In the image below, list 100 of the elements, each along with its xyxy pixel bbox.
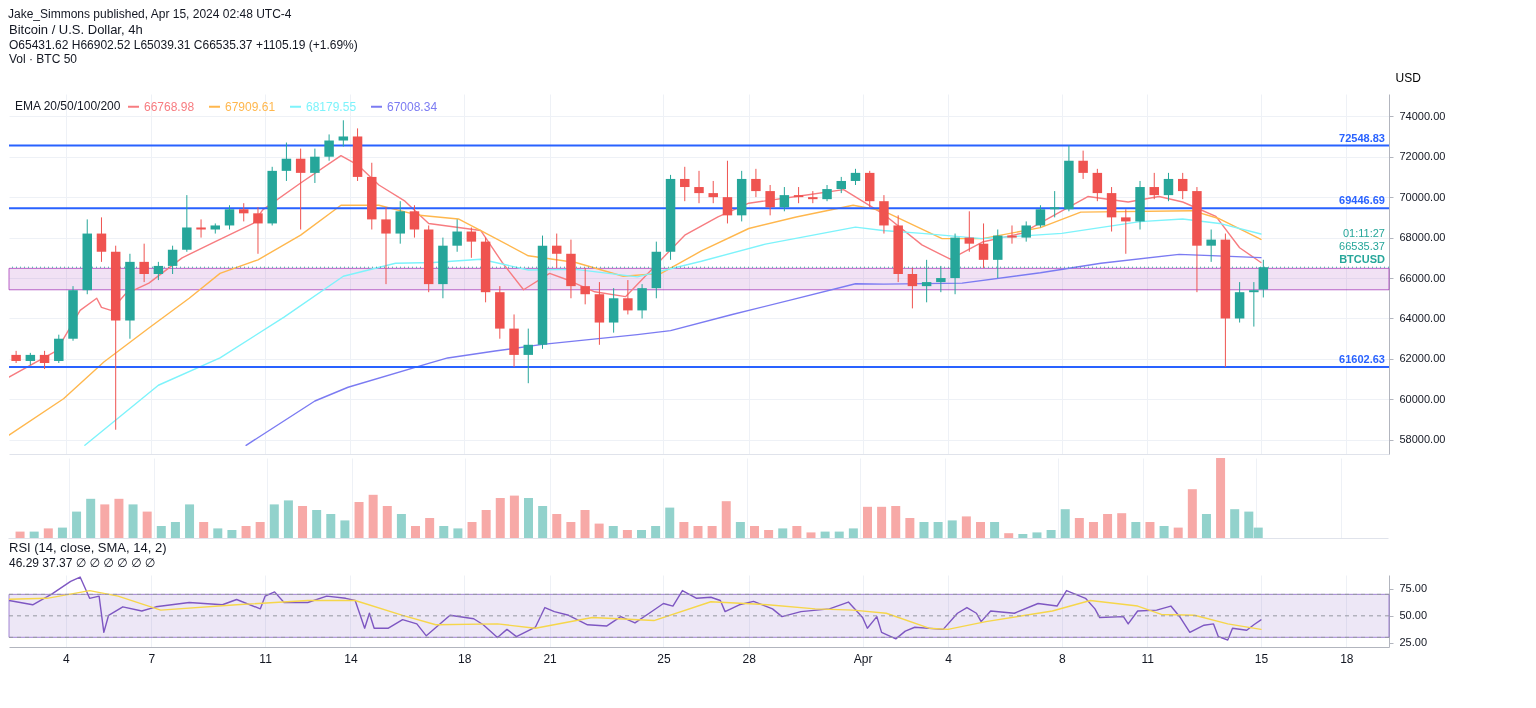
bar xyxy=(368,494,378,538)
candlestick xyxy=(1021,220,1031,243)
annotation: 01:11:27 xyxy=(1342,227,1385,240)
candlestick xyxy=(11,350,21,364)
bar xyxy=(919,522,929,538)
bar xyxy=(608,526,618,538)
bar xyxy=(1060,509,1070,538)
bar xyxy=(213,528,223,538)
bar xyxy=(1046,530,1056,538)
x-tick-label: 8 xyxy=(1058,651,1066,666)
candlestick xyxy=(324,133,334,162)
bar xyxy=(806,532,816,538)
candlestick xyxy=(409,204,420,239)
candlestick xyxy=(452,218,462,253)
bar xyxy=(665,507,675,538)
legend-title: EMA 20/50/100/200 xyxy=(15,99,121,113)
bar xyxy=(43,528,53,538)
bar xyxy=(283,500,293,538)
bar xyxy=(1117,513,1127,538)
bar xyxy=(396,514,406,538)
text: Jake_Simmons published, Apr 15, 2024 02:48 UTC-4 xyxy=(8,6,293,22)
chart-title: RSI (14, close, SMA, 14, 2) xyxy=(9,540,167,555)
bar xyxy=(862,506,872,538)
bar xyxy=(637,530,647,538)
candlestick xyxy=(722,160,733,224)
bar xyxy=(241,526,251,538)
candlestick xyxy=(523,328,534,384)
bar xyxy=(1131,522,1141,538)
text: O65431.62 H66902.52 L65039.31 C66535.37 +1105.19 (+1.69%) xyxy=(9,38,358,52)
bar xyxy=(1230,509,1240,538)
line-series xyxy=(9,154,1262,378)
bar xyxy=(453,528,463,538)
candlestick xyxy=(338,119,349,148)
legend-label: 68179.55 xyxy=(306,99,357,114)
candlestick xyxy=(1149,172,1159,200)
bar xyxy=(1187,489,1197,538)
bar xyxy=(933,522,943,538)
bar xyxy=(792,526,802,538)
candlestick xyxy=(239,202,249,222)
x-tick-label: 18 xyxy=(458,651,472,666)
bar xyxy=(1088,522,1098,538)
candlestick xyxy=(1206,229,1216,263)
candlestick xyxy=(694,170,704,204)
bar xyxy=(1201,514,1211,538)
bar xyxy=(495,498,505,538)
bar xyxy=(679,522,689,538)
y-tick-label: 64000.00 xyxy=(1399,311,1446,324)
chart-title: Bitcoin / U.S. Dollar, 4h xyxy=(9,22,143,37)
x-tick-label: 14 xyxy=(344,651,358,666)
line-series xyxy=(84,218,1262,446)
bar xyxy=(1074,518,1084,538)
candlestick xyxy=(54,334,64,364)
bar xyxy=(1103,514,1113,538)
bar xyxy=(735,522,745,538)
bar xyxy=(1032,532,1042,538)
bar xyxy=(848,528,858,538)
candlestick xyxy=(580,267,590,305)
bar xyxy=(86,498,96,538)
bar xyxy=(128,504,138,538)
bar xyxy=(905,518,915,538)
x-tick-label: 18 xyxy=(1340,651,1354,666)
bar xyxy=(509,495,519,538)
bar xyxy=(1145,522,1155,538)
text: Vol · BTC 50 xyxy=(9,52,78,66)
x-tick-label: 11 xyxy=(1141,651,1155,666)
bar xyxy=(411,526,421,538)
candlestick xyxy=(1078,150,1088,180)
bar xyxy=(57,527,67,538)
bar xyxy=(425,518,435,538)
bar xyxy=(439,526,449,538)
candlestick xyxy=(139,243,149,283)
candlestick xyxy=(637,283,647,319)
candlestick xyxy=(182,194,192,253)
candlestick xyxy=(978,222,989,269)
bar xyxy=(481,510,491,538)
y-tick-label: 25.00 xyxy=(1399,636,1428,649)
y-axis-title: USD xyxy=(1395,70,1422,85)
candlestick xyxy=(779,186,790,212)
bar xyxy=(170,522,180,538)
bar xyxy=(975,522,985,538)
candlestick xyxy=(1049,190,1060,218)
bar xyxy=(269,504,279,538)
x-tick-label: 4 xyxy=(945,651,953,666)
candlestick xyxy=(1035,204,1046,228)
bar xyxy=(820,531,830,538)
candlestick xyxy=(551,233,562,269)
bar xyxy=(29,531,39,538)
candlestick xyxy=(1092,168,1103,202)
ref-line-label: BTCUSD xyxy=(1339,253,1386,266)
bar xyxy=(834,531,844,538)
candlestick xyxy=(39,350,50,370)
bar xyxy=(382,506,392,538)
bar xyxy=(552,514,562,538)
candlestick xyxy=(224,204,235,231)
x-tick-label: 25 xyxy=(657,651,671,666)
candlestick xyxy=(381,206,391,285)
bar xyxy=(185,504,195,538)
bar xyxy=(255,522,265,538)
bar xyxy=(1018,534,1028,538)
candlestick xyxy=(1007,224,1017,245)
